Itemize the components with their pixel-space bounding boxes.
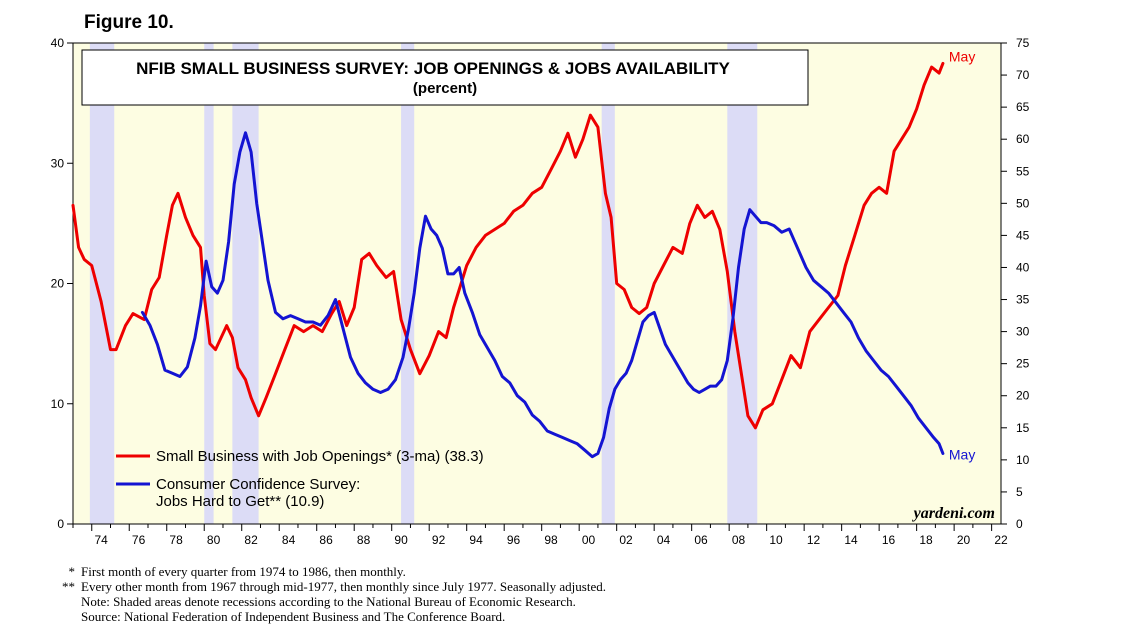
footnote-note: Note: Shaded areas denote recessions acc… xyxy=(55,594,606,609)
axes: 0 10 20 30 40 0 5 10 15 20 25 30 35 40 45 50 55 60 65 70 75 7… xyxy=(51,36,1030,547)
footnote-mark xyxy=(55,594,81,609)
x-tick-label: 14 xyxy=(844,533,858,547)
footnote-text: Note: Shaded areas denote recessions acc… xyxy=(81,594,576,609)
x-tick-label: 96 xyxy=(507,533,521,547)
period-shading xyxy=(73,43,1001,524)
right-tick-label: 0 xyxy=(1016,517,1023,531)
recession-bar xyxy=(601,43,615,524)
recession-bar xyxy=(89,43,115,524)
legend-label: Jobs Hard to Get** (10.9) xyxy=(156,493,324,510)
right-tick-label: 75 xyxy=(1016,36,1030,50)
footnote-mark: ** xyxy=(62,579,75,594)
left-tick-label: 0 xyxy=(57,517,64,531)
left-tick-label: 30 xyxy=(51,156,65,170)
series-end-label: May xyxy=(949,446,975,462)
right-tick-label: 15 xyxy=(1016,421,1030,435)
x-tick-label: 04 xyxy=(657,533,671,547)
end-labels: May May xyxy=(949,48,975,462)
left-tick-label: 40 xyxy=(51,36,65,50)
left-tick-label: 20 xyxy=(51,277,65,291)
recession-bar xyxy=(727,43,758,524)
watermark: yardeni.com xyxy=(912,505,995,522)
right-tick-label: 55 xyxy=(1016,164,1030,178)
right-tick-label: 45 xyxy=(1016,228,1030,242)
legend-label: Small Business with Job Openings* (3-ma)… xyxy=(156,448,484,465)
footnote-text: Every other month from 1967 through mid-… xyxy=(81,579,606,594)
expansion-shading xyxy=(73,43,1001,524)
x-tick-label: 12 xyxy=(807,533,821,547)
chart-subtitle: (percent) xyxy=(413,80,477,97)
right-tick-label: 50 xyxy=(1016,196,1030,210)
footnote-1: * First month of every quarter from 1974… xyxy=(55,564,606,579)
chart: 0 10 20 30 40 0 5 10 15 20 25 30 35 40 45 50 55 60 65 70 75 7… xyxy=(51,36,1030,547)
footnote-mark: * xyxy=(68,564,76,579)
footnote-text: First month of every quarter from 1974 t… xyxy=(81,564,406,579)
x-tick-label: 10 xyxy=(769,533,783,547)
series-end-label: May xyxy=(949,48,975,64)
footnote-text: Source: National Federation of Independe… xyxy=(81,609,506,624)
x-tick-label: 74 xyxy=(94,533,108,547)
x-tick-label: 16 xyxy=(882,533,896,547)
series-line-2 xyxy=(140,131,945,459)
x-tick-label: 06 xyxy=(694,533,708,547)
x-tick-label: 84 xyxy=(282,533,296,547)
x-tick-label: 94 xyxy=(469,533,483,547)
x-tick-label: 78 xyxy=(169,533,183,547)
left-tick-label: 10 xyxy=(51,397,65,411)
right-tick-label: 35 xyxy=(1016,293,1030,307)
recession-bar xyxy=(401,43,415,524)
x-tick-label: 86 xyxy=(319,533,333,547)
x-tick-label: 18 xyxy=(919,533,933,547)
right-tick-label: 40 xyxy=(1016,260,1030,274)
x-tick-label: 88 xyxy=(357,533,371,547)
x-tick-label: 76 xyxy=(132,533,146,547)
right-tick-label: 25 xyxy=(1016,357,1030,371)
right-tick-label: 70 xyxy=(1016,68,1030,82)
right-tick-label: 30 xyxy=(1016,325,1030,339)
footnote-source: Source: National Federation of Independe… xyxy=(55,609,606,624)
x-tick-label: 90 xyxy=(394,533,408,547)
x-tick-label: 80 xyxy=(207,533,221,547)
title-box: NFIB SMALL BUSINESS SURVEY: JOB OPENINGS… xyxy=(81,49,809,106)
right-tick-label: 60 xyxy=(1016,132,1030,146)
right-tick-label: 20 xyxy=(1016,389,1030,403)
x-tick-label: 82 xyxy=(244,533,258,547)
right-tick-label: 10 xyxy=(1016,453,1030,467)
x-tick-label: 92 xyxy=(432,533,446,547)
figure-label: Figure 10. xyxy=(84,12,174,33)
x-tick-label: 22 xyxy=(994,533,1008,547)
x-tick-label: 08 xyxy=(732,533,746,547)
series-lines xyxy=(71,61,945,459)
recession-bar xyxy=(232,43,259,524)
footnote-2: ** Every other month from 1967 through m… xyxy=(55,579,606,594)
x-tick-label: 02 xyxy=(619,533,633,547)
right-tick-label: 5 xyxy=(1016,485,1023,499)
footnote-mark xyxy=(55,609,81,624)
legend-label: Consumer Confidence Survey: xyxy=(156,476,360,493)
recession-bar xyxy=(204,43,214,524)
x-tick-label: 20 xyxy=(957,533,971,547)
x-tick-label: 00 xyxy=(582,533,596,547)
footnotes: * First month of every quarter from 1974… xyxy=(55,564,606,624)
series-line-1 xyxy=(71,61,945,430)
legend: Small Business with Job Openings* (3-ma)… xyxy=(116,448,484,510)
chart-title: NFIB SMALL BUSINESS SURVEY: JOB OPENINGS… xyxy=(136,59,730,78)
right-tick-label: 65 xyxy=(1016,100,1030,114)
x-tick-label: 98 xyxy=(544,533,558,547)
